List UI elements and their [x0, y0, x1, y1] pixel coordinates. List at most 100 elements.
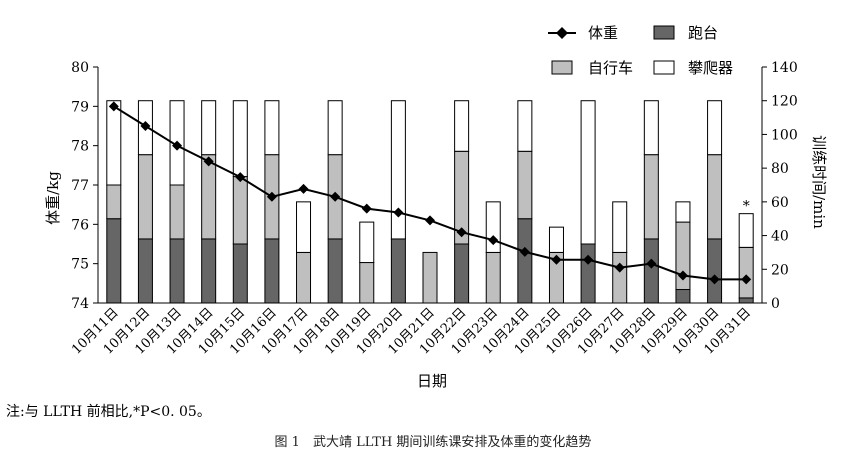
bar-segment-climber — [390, 100, 406, 240]
weight-point — [551, 254, 562, 265]
chart: * 7475767778798002040608010012014010月11日… — [44, 24, 828, 390]
bar-segment-treadmill — [517, 218, 533, 304]
weight-point — [519, 246, 530, 257]
bar-segment-bike — [232, 176, 248, 245]
bar-segment-treadmill — [454, 243, 470, 304]
weight-point — [266, 191, 277, 202]
bar-segment-climber — [359, 221, 375, 264]
legend-bike-swatch — [551, 60, 573, 75]
bar-segment-bike — [359, 262, 375, 304]
bar-segment-bike — [707, 154, 723, 240]
bar-segment-bike — [296, 251, 312, 304]
legend-climber-label: 攀爬器 — [688, 59, 733, 77]
bar-segment-climber — [738, 213, 754, 248]
weight-point — [677, 270, 688, 281]
weight-point — [330, 191, 341, 202]
bar-segment-bike — [422, 251, 438, 304]
legend-weight-marker — [556, 27, 568, 39]
significance-marker: * — [743, 199, 750, 215]
y-right-tick-label: 120 — [771, 94, 798, 110]
weight-point — [741, 274, 752, 285]
bar-segment-treadmill — [169, 238, 185, 304]
x-axis-label: 日期 — [417, 372, 447, 390]
weight-point — [456, 227, 467, 238]
weight-point — [140, 121, 151, 131]
bar-segment-climber — [517, 100, 533, 152]
weight-point — [425, 215, 435, 226]
bar-segment-climber — [296, 201, 312, 253]
bar-segment-climber — [201, 100, 217, 156]
bar-segment-climber — [327, 100, 343, 156]
y-right-tick-label: 20 — [771, 262, 789, 278]
bar-segment-climber — [264, 100, 280, 156]
footnote: 注:与 LLTH 前相比,*P<0. 05。 — [6, 404, 211, 420]
bar-segment-climber — [580, 100, 596, 245]
weight-point — [646, 258, 657, 269]
weight-point — [203, 156, 214, 167]
bar-segment-bike — [738, 246, 754, 299]
legend-bike-label: 自行车 — [588, 59, 633, 77]
weight-point — [614, 262, 625, 273]
bar-segment-climber — [232, 100, 248, 178]
weight-point — [172, 140, 183, 151]
bar-segment-treadmill — [201, 238, 217, 304]
y-right-tick-label: 60 — [771, 195, 789, 211]
bar-segment-treadmill — [675, 289, 691, 304]
bar-segment-treadmill — [643, 238, 659, 304]
y-left-tick-label: 78 — [71, 139, 89, 155]
bar-segment-climber — [106, 100, 122, 186]
bar-segment-treadmill — [738, 297, 754, 304]
weight-point — [235, 172, 246, 183]
weight-line-layer — [108, 101, 752, 285]
legend-climber-swatch — [653, 60, 675, 75]
y-left-tick-label: 75 — [71, 257, 89, 273]
bar-segment-treadmill — [707, 238, 723, 304]
bar-segment-climber — [675, 201, 691, 223]
weight-point — [488, 235, 499, 246]
bar-segment-bike — [137, 154, 153, 240]
bar-segment-climber — [454, 100, 470, 152]
bar-segment-treadmill — [327, 238, 343, 304]
y-left-tick-label: 80 — [71, 60, 89, 76]
bar-segment-treadmill — [580, 243, 596, 304]
y-left-tick-label: 74 — [71, 296, 89, 312]
y-right-tick-label: 80 — [771, 161, 789, 177]
bar-segment-treadmill — [390, 238, 406, 304]
y-right-tick-label: 140 — [771, 60, 798, 76]
bar-segment-climber — [643, 100, 659, 156]
legend-treadmill-label: 跑台 — [688, 24, 718, 42]
bar-segment-bike — [517, 150, 533, 220]
bar-segment-bike — [643, 154, 659, 240]
y-left-tick-label: 76 — [71, 217, 89, 233]
weight-point — [361, 203, 372, 214]
bars-layer: * — [106, 100, 754, 304]
bar-segment-climber — [612, 201, 628, 253]
y-right-tick-label: 100 — [771, 127, 798, 143]
y-axis-left-label: 体重/kg — [44, 171, 62, 225]
weight-point — [108, 101, 119, 112]
bar-segment-treadmill — [137, 238, 153, 304]
bar-segment-treadmill — [106, 218, 122, 304]
weight-point — [393, 207, 404, 218]
bar-segment-bike — [612, 251, 628, 304]
bar-segment-bike — [169, 184, 185, 240]
legend-weight-label: 体重 — [588, 24, 618, 42]
bar-segment-bike — [485, 251, 501, 304]
y-left-tick-label: 77 — [71, 178, 89, 194]
figure-caption: 图 1 武大靖 LLTH 期间训练课安排及体重的变化趋势 — [274, 435, 592, 450]
bar-segment-bike — [106, 184, 122, 220]
y-right-tick-label: 40 — [771, 229, 789, 245]
weight-point — [709, 274, 720, 285]
weight-point — [583, 254, 594, 265]
y-right-tick-label: 0 — [771, 296, 780, 312]
y-left-tick-label: 79 — [71, 99, 89, 115]
y-axis-right-label: 训练时间/min — [810, 135, 828, 229]
bar-segment-climber — [548, 226, 564, 253]
legend-treadmill-swatch — [653, 25, 675, 40]
bar-segment-treadmill — [264, 238, 280, 304]
weight-point — [298, 183, 309, 194]
bar-segment-bike — [201, 154, 217, 240]
bar-segment-climber — [707, 100, 723, 156]
bar-segment-treadmill — [232, 243, 248, 304]
